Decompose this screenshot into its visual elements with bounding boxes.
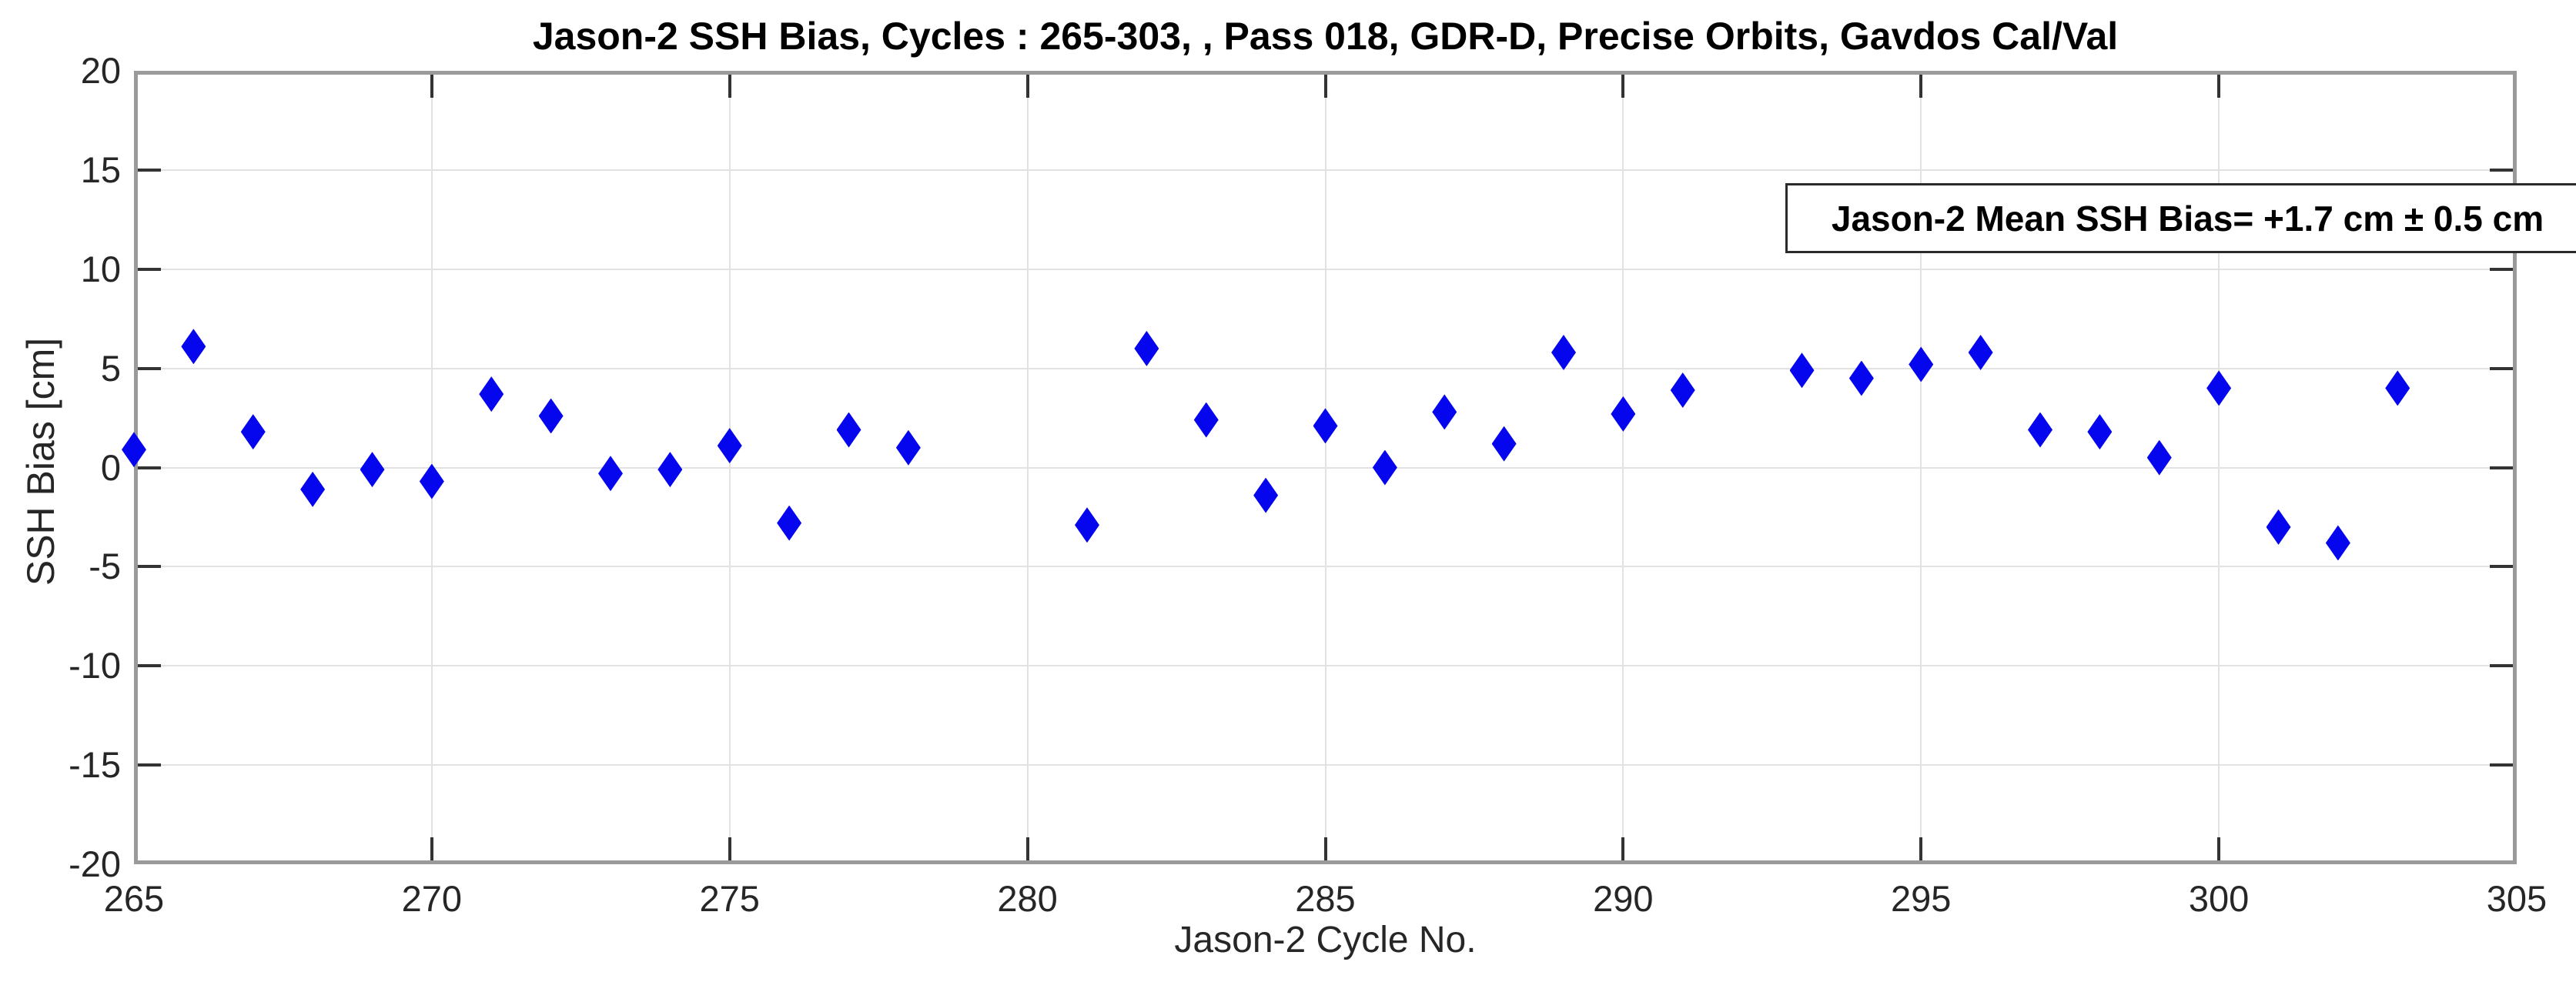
- data-point-296: [1968, 335, 1993, 370]
- data-point-278: [895, 429, 921, 466]
- data-point-293: [1789, 352, 1815, 389]
- data-point-288: [1491, 426, 1517, 462]
- data-point-270: [419, 463, 444, 499]
- chart-title: Jason-2 SSH Bias, Cycles : 265-303, , Pa…: [532, 15, 2119, 58]
- y-tick-left--5: [138, 565, 161, 569]
- y-tick-label--15: -15: [69, 744, 121, 786]
- x-tick-top-295: [1919, 75, 1923, 98]
- y-tick-label--20: -20: [69, 843, 121, 884]
- x-tick-top-300: [2217, 75, 2221, 98]
- y-tick-left-0: [138, 466, 161, 469]
- y-tick-left-15: [138, 168, 161, 172]
- data-point-273: [598, 456, 623, 492]
- data-point-289: [1551, 335, 1576, 370]
- plot-area: Jason-2 Mean SSH Bias= +1.7 cm ± 0.5 cm: [122, 71, 2576, 864]
- x-tick-top-280: [1025, 75, 1029, 98]
- gridline-y--5: [134, 566, 2517, 568]
- x-tick-label-305: 305: [2486, 878, 2548, 919]
- x-tick-label-280: 280: [997, 878, 1058, 919]
- data-point-298: [2087, 414, 2113, 450]
- y-tick-right--5: [2490, 565, 2513, 569]
- y-tick-right-15: [2490, 168, 2513, 172]
- gridline-y-5: [134, 367, 2517, 369]
- data-point-301: [2266, 509, 2291, 545]
- data-point-303: [2385, 370, 2410, 406]
- x-tick-top-285: [1323, 75, 1327, 98]
- data-point-300: [2206, 370, 2232, 406]
- data-point-266: [181, 329, 206, 365]
- x-tick-label-295: 295: [1891, 878, 1952, 919]
- y-tick-right--10: [2490, 664, 2513, 668]
- data-point-294: [1848, 360, 1874, 396]
- annotation-box: Jason-2 Mean SSH Bias= +1.7 cm ± 0.5 cm: [1785, 183, 2576, 253]
- data-point-275: [717, 428, 742, 464]
- y-tick-left-5: [138, 366, 161, 370]
- y-tick-label-15: 15: [80, 149, 121, 190]
- x-tick-bottom-280: [1025, 837, 1029, 860]
- data-point-299: [2146, 439, 2172, 476]
- data-point-287: [1432, 394, 1457, 430]
- data-point-281: [1075, 507, 1099, 543]
- data-point-265: [122, 432, 146, 468]
- y-tick-right-0: [2490, 466, 2513, 469]
- data-point-285: [1313, 408, 1338, 444]
- data-point-302: [2325, 525, 2350, 561]
- data-point-291: [1670, 372, 1695, 408]
- x-tick-top-290: [1621, 75, 1625, 98]
- x-tick-top-270: [430, 75, 433, 98]
- y-tick-right--15: [2490, 763, 2513, 767]
- data-point-274: [657, 452, 683, 488]
- x-tick-label-285: 285: [1295, 878, 1356, 919]
- data-point-295: [1909, 346, 1934, 382]
- gridline-y-10: [134, 268, 2517, 270]
- y-tick-label--5: -5: [89, 546, 121, 587]
- gridline-y--10: [134, 665, 2517, 667]
- y-tick-label-20: 20: [80, 50, 121, 91]
- y-tick-label-0: 0: [100, 446, 121, 488]
- data-point-269: [360, 452, 385, 488]
- gridline-y--15: [134, 764, 2517, 767]
- x-tick-label-300: 300: [2188, 878, 2250, 919]
- y-tick-label-10: 10: [80, 248, 121, 289]
- y-tick-label-5: 5: [100, 347, 121, 389]
- x-tick-bottom-290: [1621, 837, 1625, 860]
- x-axis-label: Jason-2 Cycle No.: [1174, 920, 1477, 960]
- y-tick-right-5: [2490, 366, 2513, 370]
- data-point-286: [1372, 449, 1397, 486]
- data-point-290: [1611, 396, 1636, 432]
- gridline-y-0: [134, 466, 2517, 469]
- x-tick-bottom-300: [2217, 837, 2221, 860]
- data-point-271: [479, 376, 504, 413]
- data-point-277: [836, 412, 861, 448]
- x-tick-bottom-275: [728, 837, 731, 860]
- data-point-282: [1134, 330, 1159, 366]
- y-tick-left-10: [138, 267, 161, 271]
- y-tick-left--10: [138, 664, 161, 668]
- data-point-283: [1193, 402, 1219, 438]
- x-tick-label-270: 270: [401, 878, 463, 919]
- data-point-284: [1253, 477, 1279, 513]
- annotation-text: Jason-2 Mean SSH Bias= +1.7 cm ± 0.5 cm: [1831, 198, 2544, 239]
- data-point-267: [240, 414, 266, 450]
- gridline-y-15: [134, 169, 2517, 171]
- x-tick-label-275: 275: [699, 878, 760, 919]
- y-tick-left--15: [138, 763, 161, 767]
- data-point-268: [300, 471, 326, 507]
- x-tick-top-275: [728, 75, 731, 98]
- data-point-272: [538, 398, 564, 434]
- x-tick-bottom-270: [430, 837, 433, 860]
- x-tick-bottom-295: [1919, 837, 1923, 860]
- y-tick-right-10: [2490, 267, 2513, 271]
- x-tick-label-290: 290: [1593, 878, 1654, 919]
- x-tick-bottom-285: [1323, 837, 1327, 860]
- y-tick-label--10: -10: [69, 645, 121, 686]
- data-point-276: [777, 505, 802, 541]
- x-tick-label-265: 265: [103, 878, 165, 919]
- data-point-297: [2028, 412, 2052, 448]
